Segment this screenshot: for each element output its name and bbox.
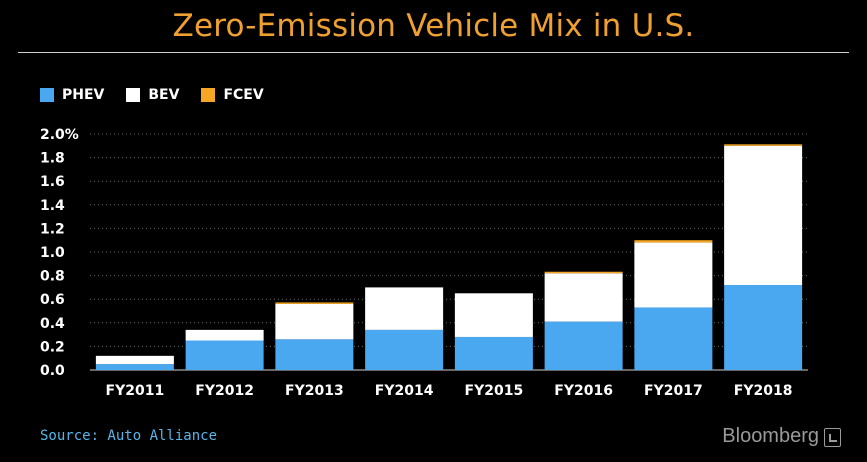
bar-fcev-fy2013 xyxy=(275,302,354,304)
bloomberg-chart-icon xyxy=(824,428,841,447)
y-tick-label: 0.0 xyxy=(40,363,65,379)
x-tick-label: FY2013 xyxy=(285,383,344,399)
bar-fcev-fy2017 xyxy=(634,240,713,243)
y-tick-label: 1.8 xyxy=(40,151,65,167)
title-divider xyxy=(18,52,849,53)
legend-swatch-bev xyxy=(126,88,141,102)
legend-label-phev: PHEV xyxy=(62,87,105,103)
bar-bev-fy2015 xyxy=(454,293,533,337)
bar-bev-fy2014 xyxy=(365,287,444,330)
bar-fcev-fy2016 xyxy=(544,271,623,274)
y-tick-label: 0.8 xyxy=(40,269,65,285)
bar-phev-fy2012 xyxy=(185,340,264,370)
bar-bev-fy2011 xyxy=(95,355,174,365)
y-tick-label: 1.6 xyxy=(40,174,65,190)
bar-phev-fy2017 xyxy=(634,307,713,370)
legend-swatch-phev xyxy=(40,88,54,102)
x-tick-label: FY2014 xyxy=(375,383,434,399)
y-tick-label: 1.4 xyxy=(40,198,65,214)
bar-phev-fy2018 xyxy=(724,285,803,370)
legend: PHEV BEV FCEV xyxy=(40,87,264,103)
y-tick-label: 1.2 xyxy=(40,221,65,237)
x-tick-label: FY2012 xyxy=(195,383,254,399)
bar-bev-fy2012 xyxy=(185,329,264,341)
x-tick-label: FY2016 xyxy=(554,383,613,399)
legend-item-fcev: FCEV xyxy=(201,87,264,103)
bar-phev-fy2013 xyxy=(275,339,354,370)
chart-title: Zero-Emission Vehicle Mix in U.S. xyxy=(172,8,695,44)
bar-phev-fy2016 xyxy=(544,321,623,370)
bar-phev-fy2014 xyxy=(365,329,444,370)
y-tick-label: 1.0 xyxy=(40,245,65,261)
legend-swatch-fcev xyxy=(201,88,216,102)
legend-label-fcev: FCEV xyxy=(223,87,264,103)
x-tick-label: FY2011 xyxy=(106,383,165,399)
bar-bev-fy2017 xyxy=(634,242,713,308)
bloomberg-logo: Bloomberg xyxy=(722,425,819,447)
legend-item-phev: PHEV xyxy=(40,87,104,103)
y-tick-label: 0.2 xyxy=(40,339,65,355)
source-note: Source: Auto Alliance xyxy=(40,428,218,444)
y-tick-label: 0.4 xyxy=(40,316,65,332)
bar-phev-fy2015 xyxy=(454,336,533,370)
y-tick-label: 0.6 xyxy=(40,292,65,308)
legend-item-bev: BEV xyxy=(126,87,179,103)
bar-fcev-fy2018 xyxy=(724,144,803,146)
x-tick-label: FY2017 xyxy=(644,383,703,399)
x-tick-label: FY2018 xyxy=(734,383,793,399)
x-tick-label: FY2015 xyxy=(465,383,524,399)
bar-bev-fy2018 xyxy=(724,145,803,286)
bar-bev-fy2016 xyxy=(544,273,623,322)
bar-phev-fy2011 xyxy=(95,364,174,370)
legend-label-bev: BEV xyxy=(148,87,180,103)
bar-bev-fy2013 xyxy=(275,303,354,340)
y-tick-label: 2.0% xyxy=(40,127,79,143)
